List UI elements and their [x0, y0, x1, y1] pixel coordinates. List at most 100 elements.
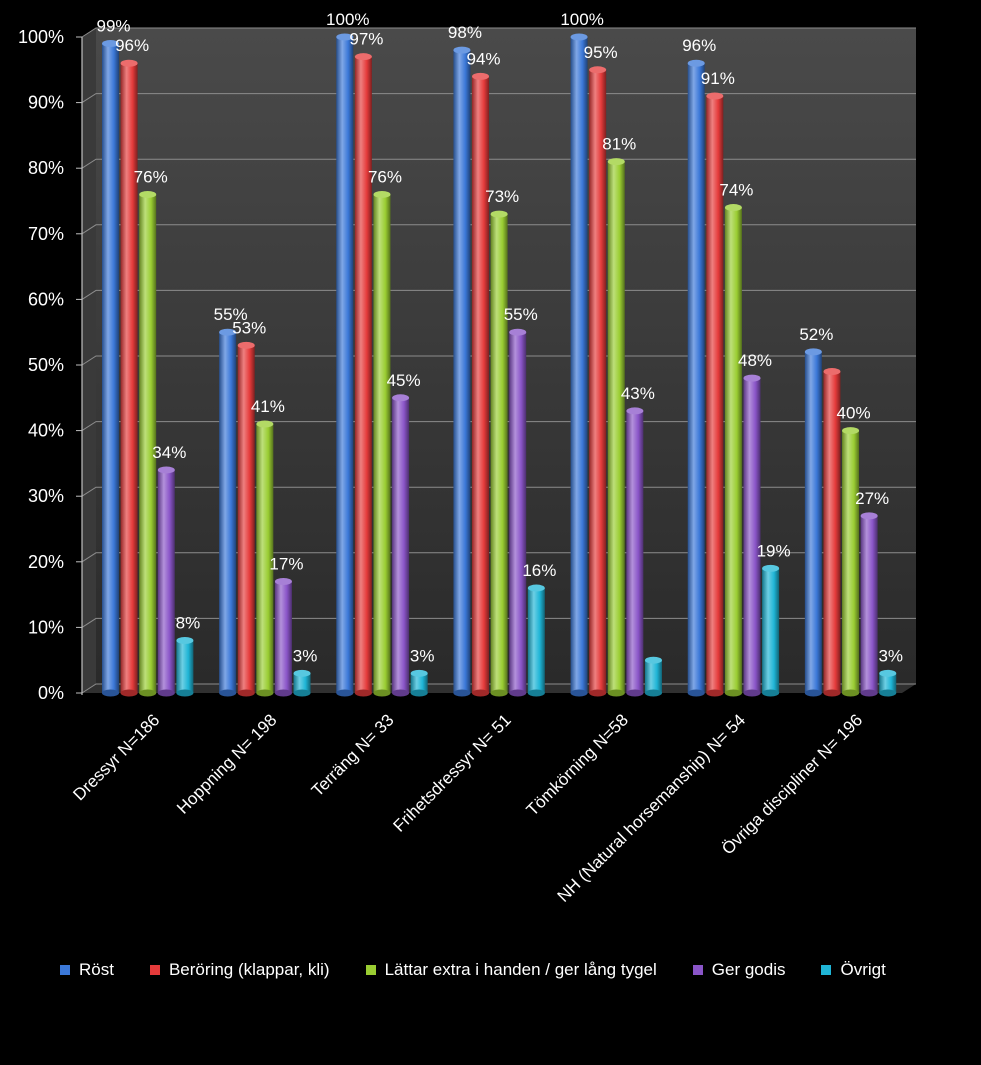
- bar-bottom: [743, 689, 761, 697]
- legend-swatch: [821, 965, 832, 975]
- data-label: 74%: [719, 181, 753, 200]
- bar-top: [743, 374, 761, 382]
- bar: [570, 33, 588, 697]
- y-axis: 0% 10% 20% 30% 40% 50% 60% 70% 80% 90% 100%: [18, 27, 83, 703]
- bar-top: [102, 40, 119, 48]
- bar: [804, 348, 822, 697]
- y-tick-label: 10%: [28, 617, 64, 637]
- bar-body: [589, 69, 607, 694]
- data-label: 94%: [467, 49, 501, 68]
- bar-bottom: [157, 689, 175, 697]
- bar-bottom: [102, 689, 119, 697]
- bar-top: [139, 190, 157, 198]
- bar-top: [293, 669, 311, 677]
- bar: [879, 669, 897, 697]
- bar: [823, 368, 841, 697]
- legend: Röst Beröring (klappar, kli) Lättar extra …: [60, 960, 886, 980]
- bar-top: [219, 328, 237, 336]
- bar-body: [256, 424, 274, 693]
- x-tick-label: Tömkörning N=58: [523, 710, 632, 819]
- bar-bottom: [706, 689, 724, 697]
- bar-body: [354, 56, 372, 694]
- legend-swatch: [60, 965, 70, 975]
- bar: [219, 328, 237, 697]
- bar: [139, 190, 157, 697]
- bar-body: [237, 345, 255, 693]
- bar: [527, 584, 545, 697]
- bar-bottom: [879, 689, 897, 697]
- legend-label: Beröring (klappar, kli): [168, 960, 330, 979]
- bar: [157, 466, 175, 697]
- bar-body: [607, 161, 625, 693]
- bar-bottom: [336, 689, 354, 697]
- y-tick-label: 60%: [28, 289, 64, 309]
- legend-swatch: [365, 965, 376, 975]
- bar-top: [176, 637, 194, 645]
- bar-body: [120, 63, 138, 694]
- data-label: 100%: [326, 10, 369, 29]
- legend-swatch: [149, 965, 160, 975]
- data-label: 76%: [134, 167, 168, 186]
- bar-body: [139, 194, 157, 693]
- bar-top: [860, 512, 878, 520]
- bar-bottom: [762, 689, 780, 697]
- bar-bottom: [804, 689, 822, 697]
- bar-bottom: [256, 689, 274, 697]
- y-tick-label: 80%: [28, 158, 64, 178]
- bar: [842, 427, 860, 697]
- bar-top: [804, 348, 822, 356]
- y-tick-label: 40%: [28, 421, 64, 441]
- bar-body: [392, 397, 410, 693]
- data-label: 55%: [214, 305, 248, 324]
- bar: [373, 190, 391, 697]
- data-label: 19%: [757, 541, 791, 560]
- bar: [490, 210, 508, 697]
- gridline: [81, 224, 916, 235]
- bar-body: [373, 194, 391, 693]
- bar-top: [237, 341, 255, 349]
- bar: [102, 40, 119, 697]
- bars: [102, 33, 897, 697]
- data-label: 3%: [293, 646, 318, 665]
- data-label: 43%: [621, 384, 655, 403]
- bar: [860, 512, 878, 697]
- bar-bottom: [607, 689, 625, 697]
- bar-bottom: [687, 689, 705, 697]
- bar-body: [706, 96, 724, 694]
- bar-top: [589, 66, 607, 74]
- data-label: 53%: [232, 318, 266, 337]
- bar-top: [354, 53, 372, 61]
- data-label: 97%: [349, 30, 383, 49]
- bar-top: [823, 368, 841, 376]
- bar-bottom: [453, 689, 471, 697]
- legend-label: Övrigt: [840, 960, 886, 979]
- bar-body: [762, 568, 780, 693]
- bar-bottom: [644, 689, 662, 697]
- data-label: 40%: [837, 404, 871, 423]
- bar-top: [336, 33, 354, 41]
- bar: [762, 564, 780, 697]
- bar: [354, 53, 372, 697]
- bar-top: [410, 669, 428, 677]
- legend-item: Övrigt: [821, 960, 886, 980]
- bar-bottom: [237, 689, 255, 697]
- bar-bottom: [842, 689, 860, 697]
- bar: [724, 204, 742, 697]
- bar-bottom: [139, 689, 157, 697]
- legend-item: Röst: [60, 960, 114, 980]
- bar-body: [626, 410, 644, 693]
- bar: [589, 66, 607, 697]
- bar: [256, 420, 274, 697]
- bar-bottom: [219, 689, 237, 697]
- data-label: 8%: [176, 614, 201, 633]
- data-label: 81%: [602, 135, 636, 154]
- bar-top: [120, 59, 138, 67]
- legend-item: Lättar extra i handen / ger lång tygel: [365, 960, 657, 980]
- data-label: 41%: [251, 397, 285, 416]
- bar: [176, 637, 194, 697]
- bar-body: [336, 37, 354, 693]
- bar-bottom: [724, 689, 742, 697]
- data-label: 52%: [799, 325, 833, 344]
- bar: [644, 656, 662, 697]
- gridline: [81, 355, 916, 366]
